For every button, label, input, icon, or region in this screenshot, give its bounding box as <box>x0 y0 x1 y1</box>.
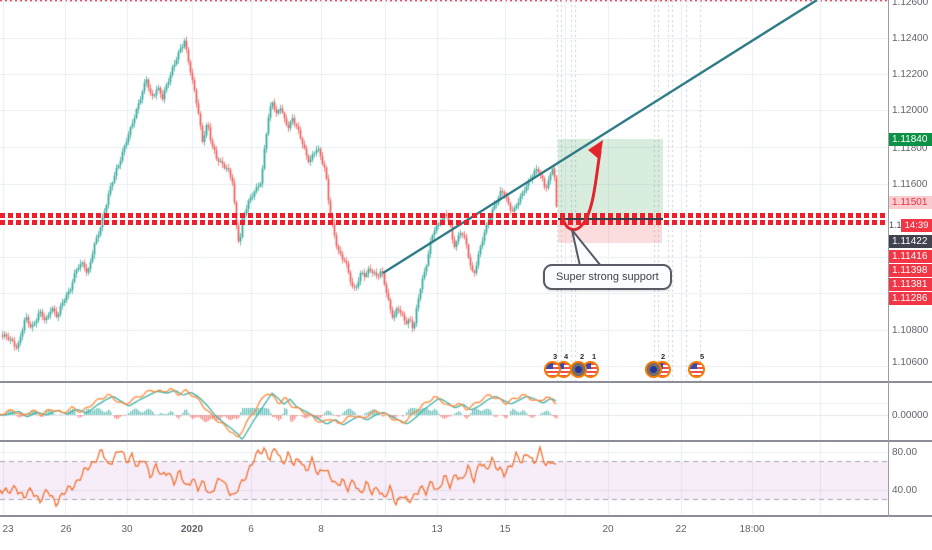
support-band-line-2[interactable] <box>0 220 888 225</box>
time-tick: 18:00 <box>739 524 765 535</box>
price-tick: 1.10800 <box>892 325 929 336</box>
last-price-label: 1.11422 <box>889 235 932 248</box>
rsi-80-tick: 80.00 <box>892 447 918 458</box>
resistance-price-label: 1.11501 <box>889 196 932 209</box>
price-tick: 1.11600 <box>892 179 928 190</box>
pane-divider[interactable] <box>0 440 932 442</box>
time-tick: 22 <box>675 524 687 535</box>
time-tick: 13 <box>431 524 443 535</box>
us-flag-icon <box>544 361 561 378</box>
ascending-trendline[interactable] <box>382 0 818 275</box>
time-tick: 30 <box>121 524 133 535</box>
price-axis-line <box>888 0 889 517</box>
rsi-40-tick: 40.00 <box>892 485 918 496</box>
event-count-badge: 4 <box>564 352 569 361</box>
time-tick: 23 <box>2 524 14 535</box>
price-tick: 1.10600 <box>892 357 929 368</box>
time-tick: 15 <box>499 524 511 535</box>
alert-price-label: 1.11381 <box>889 278 932 291</box>
target-price-label: 1.11840 <box>889 133 932 146</box>
eu-flag-icon <box>645 361 662 378</box>
countdown-timer: 14:39 <box>901 219 932 232</box>
support-band-line-1[interactable] <box>0 213 888 218</box>
bar-countdown-label: 1.1 14:39 <box>889 219 932 232</box>
time-tick: 20 <box>602 524 614 535</box>
us-flag-icon <box>688 361 705 378</box>
event-count-badge: 1 <box>592 352 597 361</box>
arrowhead-icon <box>588 140 603 160</box>
price-tick: 1.11800 <box>892 143 928 154</box>
event-count-badge: 3 <box>553 352 558 361</box>
alert-price-label: 1.11398 <box>889 264 932 277</box>
time-tick: 26 <box>60 524 72 535</box>
entry-price-line[interactable] <box>558 218 663 220</box>
support-tooltip[interactable]: Super strong support <box>543 264 672 290</box>
event-count-badge: 2 <box>661 352 666 361</box>
time-tick: 2020 <box>180 524 204 535</box>
eu-flag-icon <box>570 361 587 378</box>
pane-divider[interactable] <box>0 381 932 383</box>
event-count-badge: 5 <box>700 352 705 361</box>
time-tick: 6 <box>248 524 254 535</box>
event-count-badge: 2 <box>580 352 585 361</box>
macd-zero-tick: 0.00000 <box>892 410 929 421</box>
price-tick: 1.12000 <box>892 105 929 116</box>
price-tick: 1.12200 <box>892 69 929 80</box>
pane-divider[interactable] <box>0 515 932 517</box>
countdown-prefix: 1.1 <box>889 220 902 230</box>
alert-price-label: 1.11286 <box>889 292 932 305</box>
time-tick: 8 <box>318 524 324 535</box>
alert-price-label: 1.11416 <box>889 250 932 263</box>
price-tick: 1.12600 <box>892 0 929 8</box>
price-tick: 1.12400 <box>892 33 929 44</box>
